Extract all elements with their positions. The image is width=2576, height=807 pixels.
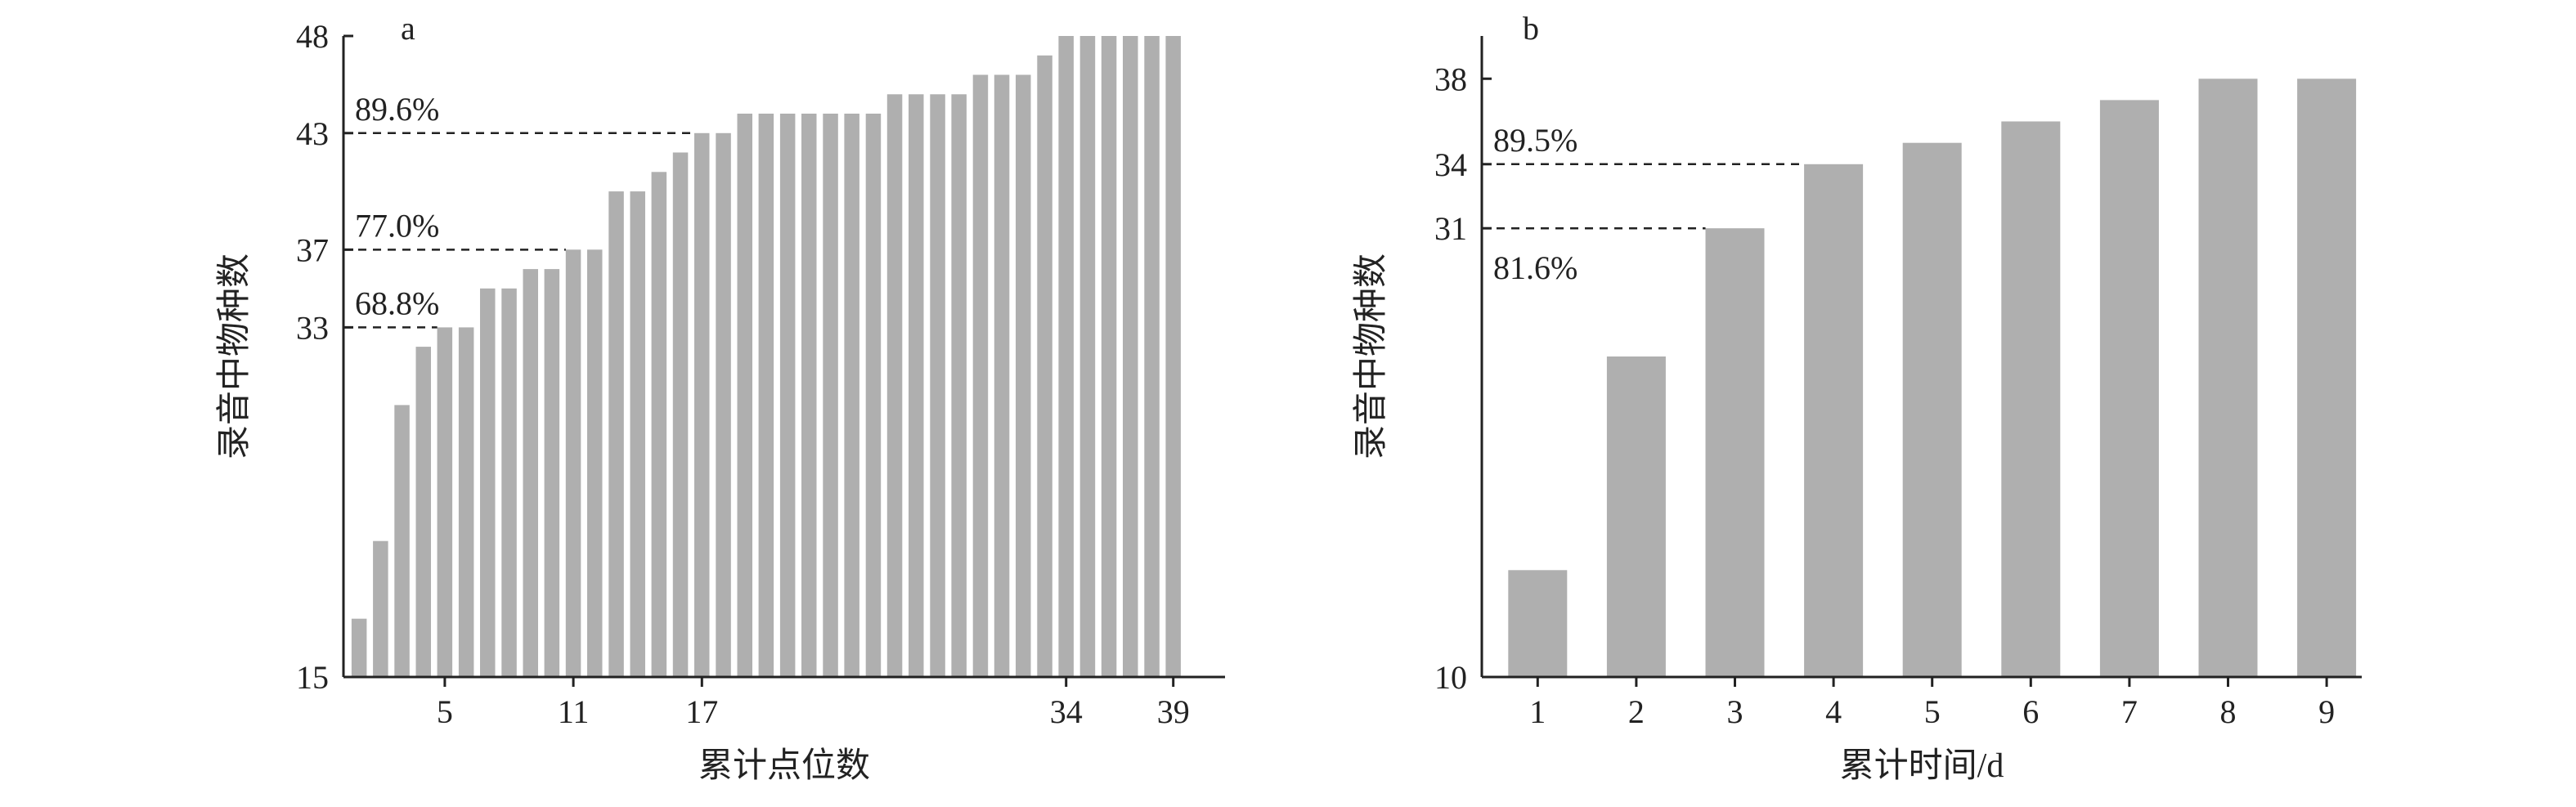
panel-a-bar	[737, 114, 752, 677]
panel-a-bar	[951, 94, 967, 678]
panel-a-bar	[565, 249, 581, 677]
panel-a-y-tick-label: 33	[296, 309, 329, 346]
panel-a-bar	[758, 114, 774, 677]
panel-b-y-tick-label: 38	[1434, 61, 1467, 97]
panel-b-x-tick-label: 9	[2318, 693, 2335, 730]
panel-a-x-tick-label: 34	[1050, 693, 1083, 730]
panel-a-bar	[587, 249, 603, 677]
panel-a-bar	[651, 172, 667, 678]
panel-a-bar	[415, 347, 431, 677]
panel-a-x-tick-label: 39	[1157, 693, 1190, 730]
panel-b-x-tick-label: 6	[2022, 693, 2039, 730]
panel-a-bar	[630, 191, 645, 678]
panel-a-bar	[1144, 36, 1160, 677]
panel-a-bar	[480, 288, 496, 677]
panel-a-bar	[1058, 36, 1074, 677]
panel-a-bar	[1037, 55, 1052, 678]
panel-b-y-tick-label: 34	[1434, 146, 1467, 183]
panel-a-bar	[437, 327, 453, 677]
panel-b-y-tick-label: 10	[1434, 659, 1467, 696]
panel-a-bar	[865, 114, 882, 677]
panel-a-bar	[1079, 36, 1096, 677]
panel-a-bar	[458, 327, 474, 677]
panel-b-annotation-label: 81.6%	[1493, 249, 1577, 286]
panel-b-x-tick-label: 1	[1529, 693, 1546, 730]
panel-a-bar	[694, 132, 710, 678]
panel-a-bar	[779, 114, 796, 677]
panel-b-bar	[1508, 570, 1568, 677]
panel-a-bar	[801, 114, 817, 677]
panel-a-x-tick-label: 5	[437, 693, 453, 730]
panel-b-bar	[2198, 78, 2258, 678]
panel-a-bar	[886, 94, 903, 678]
panel-a-bar	[1165, 36, 1181, 677]
panel-b-x-tick-label: 5	[1924, 693, 1941, 730]
panel-b-y-axis-title: 录音中物种数	[1352, 253, 1390, 460]
panel-b-bar	[2099, 100, 2159, 677]
panel-b-bar	[2297, 78, 2357, 678]
panel-b-y-tick-label: 31	[1434, 210, 1467, 247]
panel-a-bar	[544, 269, 560, 677]
panel-a-annotation-label: 68.8%	[355, 285, 439, 321]
panel-b-x-tick-label: 8	[2220, 693, 2237, 730]
panel-a-annotation-label: 89.6%	[355, 91, 439, 128]
panel-b-bar	[1606, 356, 1666, 677]
panel-a-bar	[823, 114, 838, 677]
panel-a-panel-label: a	[401, 10, 415, 47]
panel-a-bar	[672, 152, 689, 677]
panel-b-bar	[2001, 121, 2061, 677]
panel-a-bar	[844, 114, 859, 677]
panel-a-bar	[994, 74, 1010, 677]
panel-a-bar	[1123, 36, 1138, 677]
panel-a-annotation-label: 77.0%	[355, 207, 439, 244]
panel-a-bar	[930, 94, 945, 678]
panel-a-y-tick-label: 15	[296, 659, 329, 696]
panel-a-bar	[972, 74, 989, 677]
panel-b-x-tick-label: 3	[1727, 693, 1744, 730]
panel-a-y-tick-label: 37	[296, 231, 329, 268]
panel-a-y-axis-title: 录音中物种数	[215, 253, 254, 460]
panel-a-x-axis-title: 累计点位数	[698, 746, 870, 785]
panel-b-bar	[1902, 142, 1962, 677]
panel-a-x-tick-label: 17	[685, 693, 718, 730]
panel-a-bar	[608, 191, 624, 678]
panel-a-y-tick-label: 43	[296, 115, 329, 152]
panel-b-bar	[1804, 164, 1864, 678]
panel-b-x-tick-label: 2	[1628, 693, 1645, 730]
panel-a-bar	[501, 288, 517, 677]
panel-b-bar	[1705, 228, 1765, 677]
panel-b-panel-label: b	[1523, 10, 1539, 47]
panel-a-bar	[394, 405, 410, 677]
panel-a-bar	[1016, 74, 1031, 677]
panel-b-annotation-label: 89.5%	[1493, 122, 1577, 159]
panel-b-x-tick-label: 7	[2121, 693, 2138, 730]
panel-b-x-axis-title: 累计时间/d	[1840, 747, 2004, 785]
panel-a-bar	[523, 269, 538, 677]
panel-a-bar	[373, 540, 388, 677]
panel-a-bar	[909, 94, 924, 678]
panel-a-y-tick-label: 48	[296, 18, 329, 55]
panel-a-bar	[716, 132, 731, 678]
panel-a-bar	[351, 618, 367, 677]
panel-b-x-tick-label: 4	[1825, 693, 1842, 730]
panel-a-bar	[1101, 36, 1117, 677]
panel-a-x-tick-label: 11	[558, 693, 590, 730]
